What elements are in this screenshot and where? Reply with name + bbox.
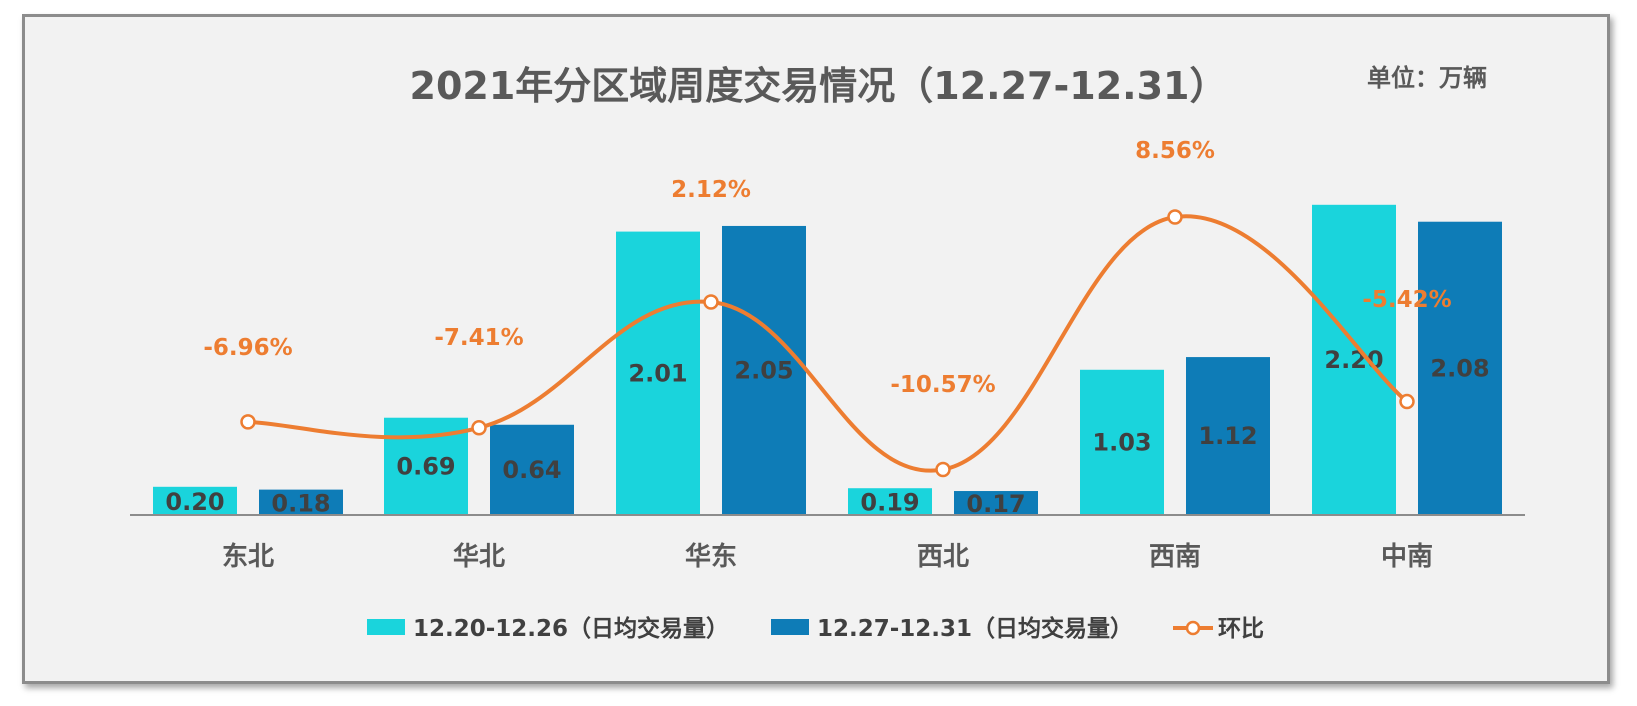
bar-value-label: 2.05: [734, 356, 793, 384]
line-point-西北: [935, 461, 951, 478]
bar-value-label: 2.01: [628, 359, 687, 387]
legend-label-series-2: 12.27-12.31（日均交易量）: [817, 615, 1133, 642]
line-point-华东: [703, 294, 719, 310]
line-point-西南: [1167, 209, 1183, 225]
bar-value-label: 0.69: [396, 452, 455, 480]
line-value-label-华北: -7.41%: [434, 325, 523, 351]
bar-西南-series-1: [1080, 369, 1164, 515]
legend-label-series-3: 环比: [1218, 616, 1264, 642]
legend: 12.20-12.26（日均交易量） 12.27-12.31（日均交易量） 环比: [367, 615, 1264, 642]
legend-line-marker: [1185, 620, 1201, 636]
unit-label: 单位：万辆: [1367, 64, 1487, 92]
line-point-华北: [471, 420, 487, 436]
line-value-label-华东: 2.12%: [671, 177, 751, 203]
bar-value-label: 0.20: [165, 488, 224, 516]
bar-东北-series-2: [259, 489, 343, 515]
category-label-华东: 华东: [685, 541, 737, 572]
bar-华北-series-2: [490, 424, 574, 515]
bar-value-label: 1.12: [1198, 422, 1257, 450]
category-label-西北: 西北: [917, 542, 969, 572]
line-value-label-西北: -10.57%: [890, 372, 995, 398]
legend-swatch-series-1: [367, 619, 405, 635]
bar-华东-series-2: [722, 225, 806, 515]
bar-西北-series-1: [848, 488, 932, 515]
bar-value-label: 2.08: [1430, 354, 1489, 382]
bar-value-label: 0.17: [966, 490, 1025, 518]
category-label-中南: 中南: [1381, 542, 1433, 572]
bar-华东-series-1: [616, 231, 700, 515]
bar-value-label: 0.64: [502, 456, 561, 484]
line-value-label-东北: -6.96%: [203, 335, 292, 361]
line-value-label-中南: -5.42%: [1362, 287, 1451, 313]
chart-title: 2021年分区域周度交易情况（12.27-12.31）: [409, 64, 1228, 108]
bar-东北-series-1: [153, 486, 237, 515]
line-value-label-西南: 8.56%: [1135, 138, 1215, 164]
bar-中南-series-1: [1312, 204, 1396, 516]
bar-value-label: 0.19: [860, 489, 919, 517]
bar-中南-series-2: [1418, 221, 1502, 515]
category-label-华北: 华北: [453, 541, 505, 572]
bar-西北-series-2: [954, 491, 1038, 515]
bar-value-label: 1.03: [1092, 428, 1151, 456]
legend-label-series-1: 12.20-12.26（日均交易量）: [413, 615, 729, 642]
bar-西南-series-2: [1186, 357, 1270, 515]
category-label-东北: 东北: [222, 541, 274, 572]
legend-swatch-series-2: [771, 619, 809, 635]
line-point-中南: [1399, 393, 1415, 410]
bar-value-label: 0.18: [271, 489, 330, 517]
category-label-西南: 西南: [1149, 542, 1201, 572]
line-point-东北: [240, 414, 256, 430]
